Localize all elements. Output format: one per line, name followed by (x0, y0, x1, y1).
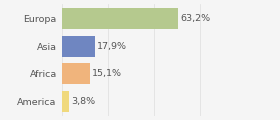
Text: 63,2%: 63,2% (181, 14, 211, 23)
Bar (62, 36, 95, 57)
Text: 17,9%: 17,9% (97, 42, 127, 51)
Text: 15,1%: 15,1% (92, 69, 122, 78)
Bar (62, 8, 178, 30)
Bar (62, 90, 69, 112)
Bar (62, 63, 90, 84)
Text: 3,8%: 3,8% (71, 97, 95, 106)
